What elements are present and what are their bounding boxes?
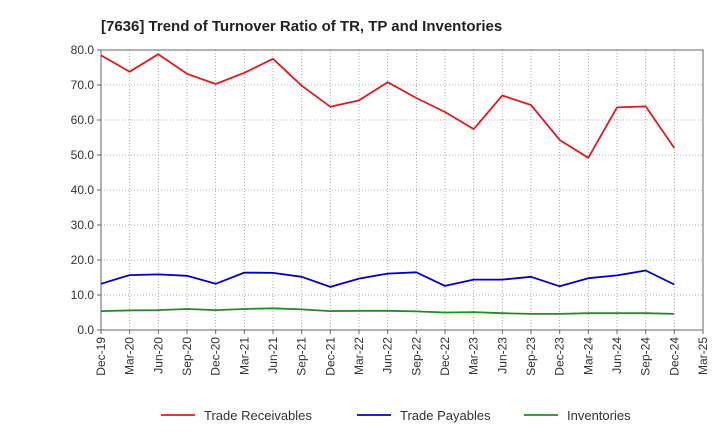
y-tick-label: 0.0 bbox=[77, 323, 94, 337]
x-tick-label: Dec-21 bbox=[323, 337, 337, 376]
y-tick-label: 60.0 bbox=[71, 113, 95, 127]
x-axis: Dec-19 Mar-20 Jun-20 Sep-20 Dec-20 Mar-21 Jun-… bbox=[94, 330, 710, 376]
x-tick-label: Mar-25 bbox=[696, 337, 710, 375]
x-tick-label: Dec-22 bbox=[438, 337, 452, 376]
y-tick-label: 20.0 bbox=[71, 253, 95, 267]
x-tick-label: Jun-20 bbox=[151, 337, 165, 374]
y-tick-label: 40.0 bbox=[71, 183, 95, 197]
legend-label: Inventories bbox=[567, 408, 631, 423]
x-tick-label: Dec-24 bbox=[667, 337, 681, 376]
x-tick-label: Mar-20 bbox=[123, 337, 137, 375]
y-tick-label: 80.0 bbox=[71, 43, 95, 57]
y-tick-label: 70.0 bbox=[71, 78, 95, 92]
x-tick-label: Dec-19 bbox=[94, 337, 108, 376]
legend: Trade Receivables Trade Payables Inventori… bbox=[161, 408, 631, 423]
chart-title: [7636] Trend of Turnover Ratio of TR, TP… bbox=[101, 18, 502, 35]
x-tick-label: Jun-23 bbox=[495, 337, 509, 374]
y-tick-label: 30.0 bbox=[71, 218, 95, 232]
series-line-0 bbox=[100, 53, 676, 159]
legend-label: Trade Receivables bbox=[204, 408, 312, 423]
legend-label: Trade Payables bbox=[400, 408, 491, 423]
x-tick-label: Mar-23 bbox=[467, 337, 481, 375]
y-axis: 0.0 10.0 20.0 30.0 40.0 50.0 60.0 70.0 80.0 bbox=[71, 43, 101, 337]
x-tick-label: Sep-21 bbox=[295, 337, 309, 376]
series-line-1 bbox=[100, 269, 675, 288]
x-tick-label: Sep-24 bbox=[639, 337, 653, 376]
grid-lines bbox=[101, 50, 703, 330]
x-tick-label: Jun-21 bbox=[266, 337, 280, 374]
x-tick-label: Mar-24 bbox=[581, 337, 595, 375]
x-tick-label: Sep-23 bbox=[524, 337, 538, 376]
x-tick-label: Dec-23 bbox=[553, 337, 567, 376]
x-tick-label: Mar-22 bbox=[352, 337, 366, 375]
x-tick-label: Jun-22 bbox=[381, 337, 395, 374]
x-tick-label: Jun-24 bbox=[610, 337, 624, 374]
series-line-2 bbox=[100, 307, 675, 315]
y-tick-label: 10.0 bbox=[71, 288, 95, 302]
y-tick-label: 50.0 bbox=[71, 148, 95, 162]
x-tick-label: Sep-22 bbox=[409, 337, 423, 376]
series-lines bbox=[100, 53, 676, 315]
x-tick-label: Dec-20 bbox=[209, 337, 223, 376]
x-tick-label: Sep-20 bbox=[180, 337, 194, 376]
x-tick-label: Mar-21 bbox=[237, 337, 251, 375]
